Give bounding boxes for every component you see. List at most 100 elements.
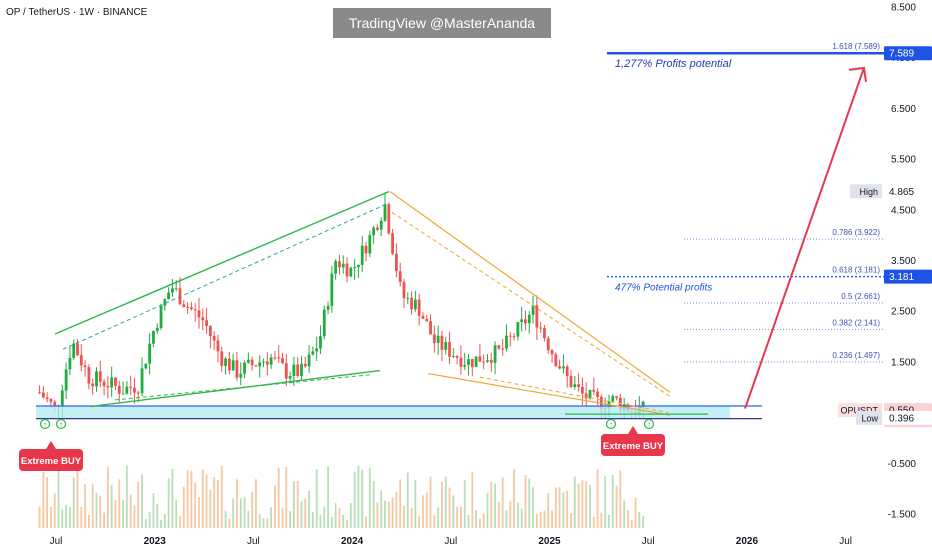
candle-body [543,328,546,339]
volume-bar [274,485,276,528]
candle-body [432,334,436,343]
candle-body [524,319,527,324]
volume-bar [357,465,360,528]
candle-body [383,204,387,221]
candle-body [455,356,459,358]
volume-bar [376,502,379,528]
candle-body [577,384,581,387]
candle-body [319,336,322,349]
y-tick-label: 4.500 [891,205,916,216]
volume-bar [634,497,637,528]
candle-body [307,354,311,367]
y-tick-label: 8.500 [891,3,916,14]
buy-marker-arrow: ↑ [43,420,47,429]
volume-bar [600,512,603,528]
volume-bar [463,480,466,528]
volume-bar [441,482,443,528]
volume-bar [566,490,569,528]
candle-body [144,363,148,369]
volume-bar [209,489,212,528]
candle-body [474,356,478,367]
volume-bar [630,519,633,528]
volume-bar [91,484,94,528]
volume-bar [266,518,269,528]
price-marker-box [884,410,932,425]
candle-body [182,304,186,308]
target-annotation: 1,277% Profits potential [615,58,732,70]
extreme-buy-left-box [19,449,83,471]
candle-body [444,342,448,350]
price-marker-tag-label: Low [861,413,878,423]
candle-body [49,398,53,402]
volume-bar [270,507,273,528]
volume-bar [353,471,356,528]
volume-bar [247,511,250,528]
candle-body [558,366,562,369]
candle-body [281,358,284,364]
volume-bar [479,518,481,528]
volume-bar [80,507,83,528]
candle-body [197,310,201,318]
drawing-overlays: 1.618 (7.589) 0.786 (3.922) 0.618 (3.181) 0… [19,42,884,471]
volume-bar [532,487,534,528]
candle-body [79,355,83,366]
candle-body [315,348,319,352]
volume-bar [129,494,132,528]
candle-body [425,318,429,322]
volume-bar [167,478,170,528]
candle-body [262,361,265,363]
volume-bar [217,480,219,528]
y-tick-label: 2.500 [891,307,916,318]
volume-bar [570,513,572,528]
price-marker-tag [850,184,882,199]
candle-body [129,386,133,388]
candle-body [303,363,307,367]
volume-bar [482,513,485,528]
volume-bar [501,477,504,528]
candle-body [98,371,102,382]
candle-body [189,307,193,310]
volume-bar [520,508,523,528]
candle-body [527,314,531,324]
volume-bar [255,479,257,528]
candle-body [322,309,326,337]
volume-bar [422,495,424,528]
volume-bar [619,470,622,528]
candle-body [87,367,91,384]
volume-bar [57,466,60,528]
price-marker-box [884,46,932,61]
candle-body [398,271,402,283]
x-tick-label: Jul [50,536,63,547]
candle-body [478,356,482,362]
candle-body [201,317,205,321]
volume-bar [585,481,588,528]
candle-body [508,335,512,337]
price-marker-value: 4.865 [889,187,914,198]
volume-bar [315,469,318,528]
candle-body [60,390,64,406]
candle-body [436,335,440,343]
candle-body [102,381,106,386]
candle-body [615,396,618,398]
volume-bar [95,492,98,528]
volume-bar [46,477,49,528]
candle-body [106,385,110,388]
candle-body [596,391,599,397]
candle-body [273,357,277,359]
candle-body [167,292,171,300]
volume-bar [114,500,117,528]
volume-bar [201,469,204,528]
candle-body [448,342,451,357]
volume-bar [547,493,550,528]
candle-body [300,363,303,377]
trendline-lower-orange-dashed [479,376,669,414]
buy-marker-icon [605,418,617,430]
volume-bar [308,491,310,528]
symbol-title[interactable]: OP / TetherUS · 1W · BINANCE [6,7,148,18]
volume-bar [122,500,124,528]
candle-body [311,351,315,355]
volume-bar [497,502,500,528]
volume-bar [330,517,333,528]
volume-bar [228,518,231,528]
